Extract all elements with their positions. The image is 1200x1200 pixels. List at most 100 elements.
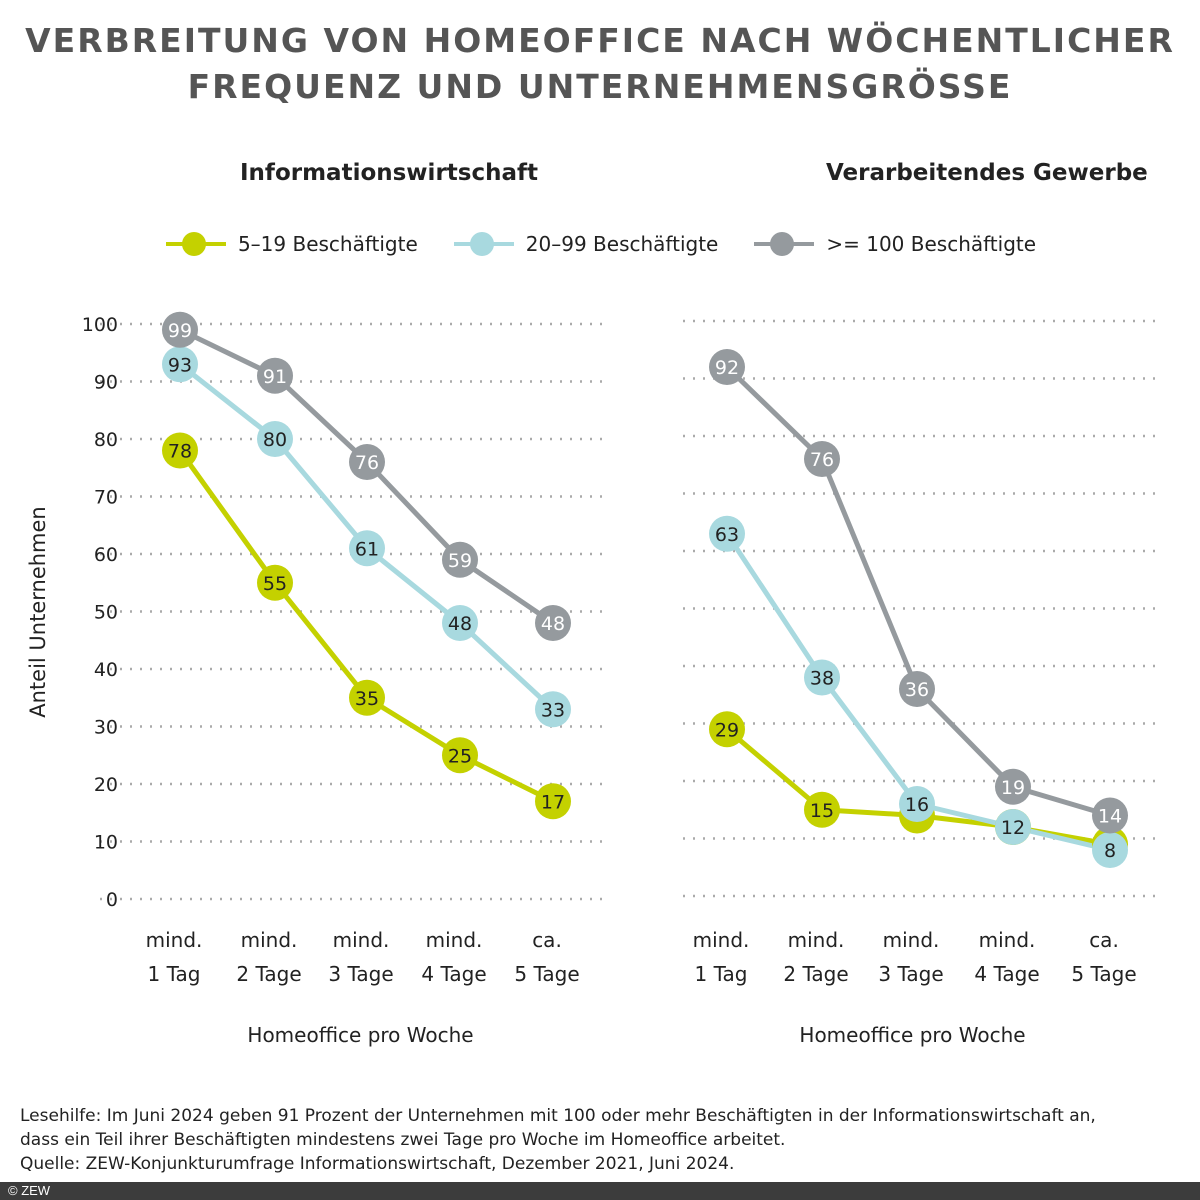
data-point <box>162 346 198 383</box>
data-point <box>442 605 478 641</box>
data-label: 48 <box>541 613 565 635</box>
data-label: 80 <box>263 429 287 451</box>
data-label: 25 <box>448 745 472 767</box>
series-line <box>177 449 555 804</box>
x-tick-label: mind. <box>979 928 1036 952</box>
y-tick-label: 80 <box>94 429 118 451</box>
data-label: 36 <box>905 679 929 701</box>
y-tick-label: 100 <box>82 314 118 336</box>
source-line: Quelle: ZEW-Konjunkturumfrage Informatio… <box>20 1154 735 1174</box>
data-label: 59 <box>448 550 472 572</box>
y-axis-label: Anteil Unternehmen <box>26 506 50 718</box>
data-label: 78 <box>168 441 192 463</box>
data-label: 33 <box>541 699 565 721</box>
data-label: 93 <box>168 354 192 376</box>
data-point <box>535 691 571 728</box>
data-label: 92 <box>715 357 739 379</box>
data-label: 16 <box>905 794 929 816</box>
x-tick-label: mind. <box>693 928 750 952</box>
legend: 5–19 Beschäftigte 20–99 Beschäftigte >= … <box>0 232 1200 256</box>
x-tick-label: 3 Tage <box>878 962 943 986</box>
data-point <box>442 541 478 578</box>
copyright-bar: © ZEW <box>0 1182 1200 1200</box>
data-point <box>804 659 840 696</box>
data-label: 61 <box>355 538 379 560</box>
y-tick-label: 30 <box>94 717 118 739</box>
x-tick-label: 4 Tage <box>974 962 1039 986</box>
data-label: 12 <box>1001 817 1025 839</box>
x-tick-label: 1 Tag <box>148 962 201 986</box>
footnote-line: Lesehilfe: Im Juni 2024 geben 91 Prozent… <box>20 1106 1096 1126</box>
data-label: 29 <box>715 719 739 741</box>
data-point <box>257 564 293 601</box>
data-point <box>709 515 745 552</box>
x-tick-label: mind. <box>241 928 298 952</box>
data-label: 99 <box>168 320 192 342</box>
x-tick-label: mind. <box>883 928 940 952</box>
data-point <box>535 605 571 641</box>
data-label: 76 <box>810 449 834 471</box>
data-point <box>257 357 293 394</box>
data-point <box>995 809 1031 845</box>
x-tick-label: 2 Tage <box>236 962 301 986</box>
data-point <box>804 791 840 828</box>
x-tick-label: 5 Tage <box>514 962 579 986</box>
x-tick-label: mind. <box>146 928 203 952</box>
y-tick-label: 60 <box>94 544 118 566</box>
legend-marker-large <box>754 232 815 256</box>
data-label: 19 <box>1001 777 1025 799</box>
legend-item-small: 5–19 Beschäftigte <box>164 232 418 256</box>
legend-label: 20–99 Beschäftigte <box>525 232 719 256</box>
series-line <box>725 365 1111 818</box>
x-axis-label: Homeoffice pro Woche <box>799 1023 1025 1047</box>
left-panel-title: Informationswirtschaft <box>240 160 539 186</box>
y-tick-label: 90 <box>94 372 118 394</box>
legend-item-large: >= 100 Beschäftigte <box>752 232 1036 256</box>
legend-item-medium: 20–99 Beschäftigte <box>452 232 719 256</box>
data-label: 91 <box>263 366 287 388</box>
data-point <box>709 711 745 748</box>
chart-title: VERBREITUNG VON HOMEOFFICE NACH WÖCHENTL… <box>0 18 1200 110</box>
plot-area: 0 10 20 30 40 50 60 70 80 90 100 Anteil Unternehmen… <box>26 311 1160 1047</box>
y-tick-label: 70 <box>94 487 118 509</box>
y-tick-label: 40 <box>94 659 118 681</box>
x-tick-label: ca. <box>532 928 562 952</box>
data-label: 48 <box>448 613 472 635</box>
data-label: 17 <box>541 791 565 813</box>
data-label: 15 <box>810 800 834 822</box>
data-label: 14 <box>1098 806 1122 828</box>
y-tick-label: 20 <box>94 774 118 796</box>
x-tick-label: 1 Tag <box>695 962 748 986</box>
data-point <box>162 311 198 348</box>
data-point <box>1092 797 1128 834</box>
data-label: 8 <box>1104 840 1116 862</box>
title-line-2: FREQUENZ UND UNTERNEHMENSGRÖSSE <box>187 67 1013 106</box>
x-tick-label: 3 Tage <box>328 962 393 986</box>
data-point <box>349 530 385 567</box>
x-tick-label: ca. <box>1089 928 1119 952</box>
right-panel-title: Verarbeitendes Gewerbe <box>826 160 1148 186</box>
data-point <box>349 679 385 716</box>
data-label: 38 <box>810 668 834 690</box>
y-tick-label: 0 <box>106 889 118 911</box>
x-tick-label: mind. <box>333 928 390 952</box>
data-point <box>1092 832 1128 868</box>
footnote: Lesehilfe: Im Juni 2024 geben 91 Prozent… <box>20 1104 1096 1176</box>
y-tick-label: 10 <box>94 832 118 854</box>
data-point <box>535 783 571 820</box>
legend-label: 5–19 Beschäftigte <box>237 232 418 256</box>
data-point <box>162 432 198 469</box>
legend-label: >= 100 Beschäftigte <box>826 232 1037 256</box>
data-label: 63 <box>715 524 739 546</box>
x-tick-label: mind. <box>788 928 845 952</box>
data-label: 35 <box>355 688 379 710</box>
y-tick-label: 50 <box>94 602 118 624</box>
data-point <box>349 444 385 480</box>
legend-marker-medium <box>453 232 514 256</box>
data-point <box>709 349 745 385</box>
data-point <box>442 737 478 774</box>
data-point <box>804 441 840 477</box>
x-tick-label: 2 Tage <box>783 962 848 986</box>
x-tick-label: mind. <box>426 928 483 952</box>
x-tick-label: 5 Tage <box>1071 962 1136 986</box>
